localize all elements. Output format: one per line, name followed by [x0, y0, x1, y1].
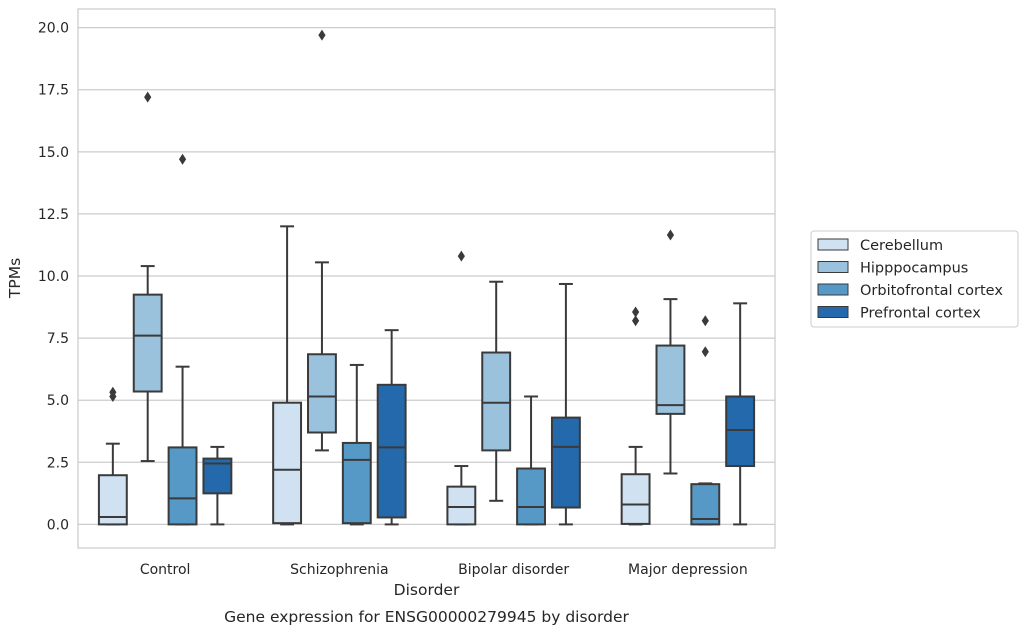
x-tick-labels: Control Schizophrenia Bipolar disorder Majo…	[140, 562, 748, 578]
y-tick-label: 17.5	[38, 83, 69, 99]
y-tick-label: 2.5	[47, 455, 69, 471]
legend-label: Orbitofrontal cortex	[860, 283, 1003, 299]
y-tick-label: 7.5	[47, 331, 69, 347]
box-body	[516, 467, 546, 526]
box-series	[97, 29, 756, 526]
box-body	[376, 383, 407, 519]
legend-swatch	[817, 283, 849, 296]
y-tick-labels: 0.0 2.5 5.0 7.5 10.0 12.5 15.0 17.5 20.0	[38, 21, 69, 534]
box-hipppocampus	[481, 280, 512, 502]
legend: Cerebellum Hipppocampus Orbitofrontal cort…	[810, 230, 1019, 328]
box-prefrontal-cortex	[202, 445, 233, 526]
outlier-point	[666, 229, 675, 241]
box-hipppocampus	[132, 91, 163, 463]
box-orbitofrontal-cortex	[690, 315, 721, 526]
box-body	[725, 395, 756, 468]
outlier-point	[632, 306, 640, 318]
box-body	[341, 441, 372, 525]
box-hipppocampus	[307, 29, 337, 452]
x-tick-label: Schizophrenia	[290, 562, 388, 578]
box-body	[690, 483, 721, 526]
box-body	[272, 401, 303, 525]
y-tick-label: 15.0	[38, 145, 69, 161]
y-tick-label: 20.0	[38, 21, 69, 37]
box-body	[167, 446, 198, 526]
outlier-point	[318, 29, 326, 41]
box-body	[481, 351, 512, 452]
x-tick-label: Bipolar disorder	[458, 562, 569, 578]
box-orbitofrontal-cortex	[341, 363, 372, 526]
legend-swatch	[817, 238, 849, 251]
legend-frame	[810, 230, 1019, 328]
box-prefrontal-cortex	[725, 302, 756, 526]
y-tick-label: 10.0	[38, 269, 69, 285]
x-tick-label: Major depression	[628, 562, 748, 578]
box-cerebellum	[272, 225, 303, 526]
legend-label: Prefrontal cortex	[860, 306, 981, 322]
x-axis-title: Disorder	[394, 581, 460, 599]
box-cerebellum	[620, 306, 651, 526]
box-body	[132, 293, 163, 393]
box-cerebellum	[446, 250, 477, 526]
outlier-point	[457, 250, 465, 262]
box-body	[620, 473, 651, 525]
box-body	[307, 353, 337, 434]
box-prefrontal-cortex	[550, 282, 581, 526]
outlier-point	[632, 315, 640, 327]
chart-title: Gene expression for ENSG00000279945 by d…	[224, 608, 629, 626]
box-cerebellum	[97, 386, 128, 526]
legend-swatch	[817, 306, 849, 318]
box-hipppocampus	[655, 229, 686, 475]
outlier-point	[109, 386, 117, 398]
plot-frame	[77, 8, 776, 549]
x-tick-label: Control	[140, 562, 191, 578]
box-body	[446, 485, 477, 526]
box-body	[550, 416, 581, 509]
y-axis-title: TPMs	[6, 258, 24, 299]
legend-swatch	[817, 261, 849, 273]
y-tick-label: 5.0	[47, 393, 69, 409]
outlier-point	[701, 315, 709, 327]
outlier-point	[178, 153, 187, 165]
outlier-point	[701, 346, 709, 358]
box-orbitofrontal-cortex	[167, 153, 198, 526]
box-body	[655, 344, 686, 415]
legend-label: Hipppocampus	[860, 261, 968, 277]
y-tick-label: 12.5	[38, 207, 69, 223]
outlier-point	[144, 91, 152, 103]
legend-label: Cerebellum	[860, 238, 943, 254]
box-prefrontal-cortex	[376, 329, 407, 526]
y-tick-label: 0.0	[47, 517, 69, 533]
box-orbitofrontal-cortex	[516, 395, 546, 526]
